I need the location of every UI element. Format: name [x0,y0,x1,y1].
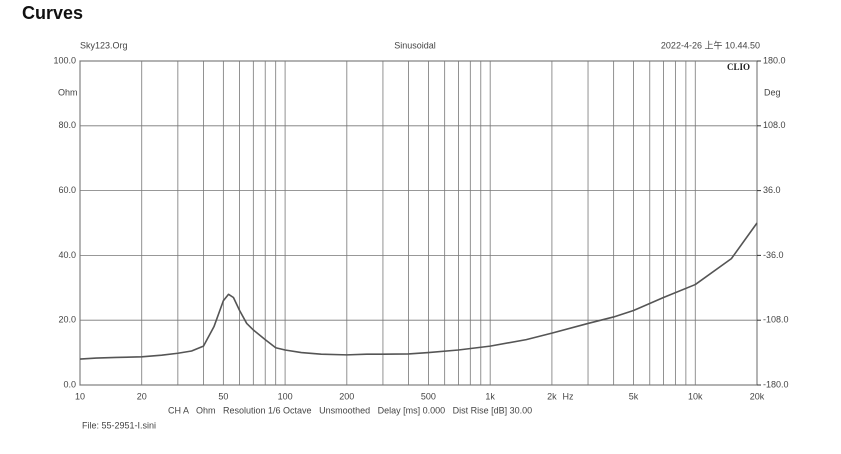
y2-tick-label: 108.0 [763,120,786,130]
file-line: File: 55-2951-I.sini [82,420,156,430]
y2-tick-label: -36.0 [763,250,784,260]
plot-frame [79,60,758,386]
x-tick-label: 20k [750,391,765,401]
x-tick-label: 2k [547,391,557,401]
y2-tick-label: -180.0 [763,379,789,389]
x-tick-label: 5k [629,391,639,401]
header-center: Sinusoidal [394,40,436,50]
y-tick-label: 100.0 [53,55,76,65]
y2-tick-label: -108.0 [763,315,789,325]
y-tick-label: 0.0 [63,379,76,389]
y-tick-label: 20.0 [58,315,76,325]
impedance-curve [79,222,758,360]
y2-unit: Deg [764,87,781,97]
x-unit: Hz [563,391,574,401]
x-tick-label: 10k [688,391,703,401]
y2-tick-label: 180.0 [763,55,786,65]
y2-tick-label: 36.0 [763,185,781,195]
x-tick-label: 100 [278,391,293,401]
chart-title: Curves [22,3,83,23]
y-tick-label: 80.0 [58,120,76,130]
header-left: Sky123.Org [80,40,128,50]
y-tick-label: 40.0 [58,250,76,260]
x-tick-label: 20 [137,391,147,401]
x-tick-label: 10 [75,391,85,401]
x-tick-label: 200 [339,391,354,401]
x-tick-label: 50 [218,391,228,401]
x-tick-label: 500 [421,391,436,401]
x-tick-label: 1k [485,391,495,401]
y-tick-label: 60.0 [58,185,76,195]
brand: CLIO [727,62,750,72]
header-right: 2022-4-26 上午 10.44.50 [661,39,760,50]
settings-line: CH A Ohm Resolution 1/6 Octave Unsmoothe… [168,405,532,415]
y-unit: Ohm [58,87,78,97]
